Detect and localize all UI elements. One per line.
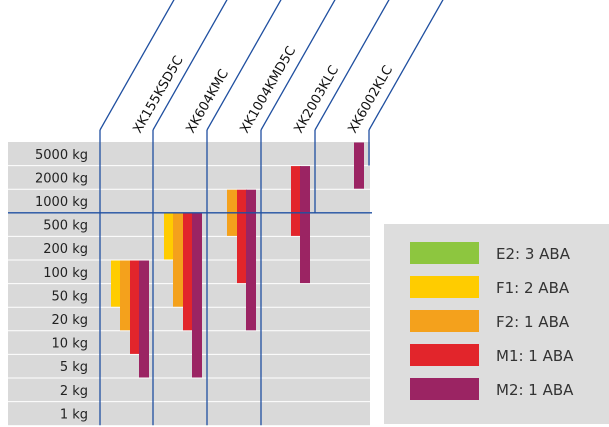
product-label: XK604KMC — [183, 67, 232, 136]
y-tick-label: 5000 kg — [35, 148, 88, 163]
legend: E2: 3 ABA F1: 2 ABA F2: 1 ABA M1: 1 ABA M2: … — [384, 224, 609, 424]
bar-xk1004kmd5c-m1 — [237, 189, 247, 284]
bar-xk604kmc-m2 — [192, 213, 202, 378]
product-label: XK2003KLC — [291, 63, 342, 136]
product-label: XK155KSD5C — [130, 54, 186, 136]
bar-xk604kmc-m1 — [183, 213, 193, 331]
legend-swatch-f1 — [410, 276, 479, 298]
legend-swatch-m2 — [410, 378, 479, 400]
y-tick-label: 50 kg — [52, 289, 88, 304]
legend-label-e2: E2: 3 ABA — [496, 245, 571, 263]
bar-xk2003klc-m2 — [300, 166, 310, 284]
legend-swatch-f2 — [410, 310, 479, 332]
bar-xk155ksd5c-m1 — [130, 260, 140, 354]
legend-label-m1: M1: 1 ABA — [496, 347, 574, 365]
y-tick-label: 10 kg — [52, 337, 88, 352]
y-tick-label: 1 kg — [60, 407, 88, 422]
bar-xk2003klc-m1 — [291, 166, 301, 236]
legend-swatch-e2 — [410, 242, 479, 264]
label-divider — [152, 0, 228, 131]
column-dividers — [8, 0, 444, 426]
legend-swatch-m1 — [410, 344, 479, 366]
y-tick-label: 2 kg — [60, 384, 88, 399]
product-label: XK1004KMD5C — [237, 44, 299, 136]
label-divider — [99, 0, 175, 131]
label-divider — [368, 0, 444, 131]
y-tick-label: 20 kg — [52, 313, 88, 328]
legend-label-m2: M2: 1 ABA — [496, 381, 574, 399]
bar-xk155ksd5c-m2 — [139, 260, 149, 378]
label-divider — [206, 0, 282, 131]
bar-xk1004kmd5c-m2 — [246, 189, 256, 331]
bar-xk604kmc-f1 — [164, 213, 174, 260]
bar-xk604kmc-f2 — [173, 213, 183, 307]
bar-xk6002klc-m2 — [354, 142, 364, 189]
y-tick-label: 500 kg — [43, 219, 88, 234]
chart-bars — [111, 142, 364, 378]
legend-label-f2: F2: 1 ABA — [496, 313, 570, 331]
legend-label-f1: F1: 2 ABA — [496, 279, 570, 297]
y-tick-label: 1000 kg — [35, 195, 88, 210]
label-divider — [314, 0, 390, 131]
y-tick-label: 100 kg — [43, 266, 88, 281]
bar-xk155ksd5c-f2 — [120, 260, 130, 331]
bar-xk155ksd5c-f1 — [111, 260, 121, 307]
product-label: XK6002KLC — [345, 63, 396, 136]
y-axis-labels: 5000 kg 2000 kg 1000 kg 500 kg 200 kg 100 kg 5… — [35, 148, 88, 423]
y-tick-label: 200 kg — [43, 242, 88, 257]
y-tick-label: 5 kg — [60, 360, 88, 375]
y-tick-label: 2000 kg — [35, 171, 88, 186]
label-divider — [260, 0, 336, 131]
